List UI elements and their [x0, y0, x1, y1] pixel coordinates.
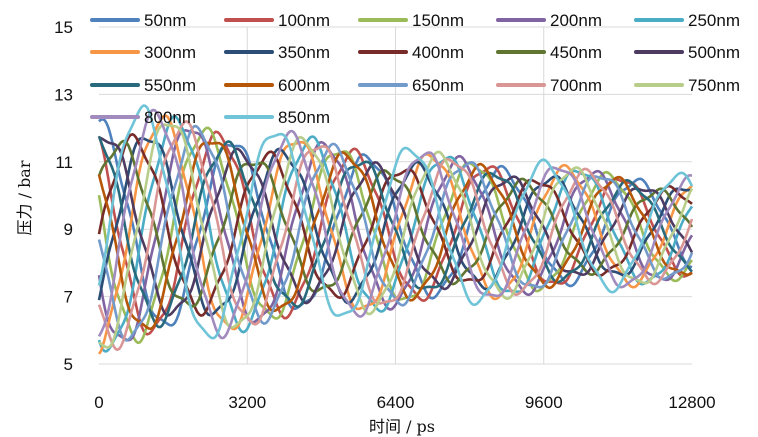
- y-tick-label: 7: [64, 288, 73, 307]
- series-line-850nm: [97, 104, 694, 340]
- series-line-750nm: [98, 123, 694, 349]
- legend-label: 800nm: [144, 108, 196, 127]
- series-line-300nm: [97, 114, 693, 355]
- legend-label: 200nm: [550, 11, 602, 30]
- y-tick-label: 15: [54, 18, 73, 37]
- series-line-500nm: [98, 136, 694, 317]
- y-tick-label: 5: [64, 355, 73, 374]
- y-tick-label: 11: [55, 153, 73, 172]
- series-line-800nm: [97, 108, 693, 340]
- legend: 50nm 100nm 150nm 200nm 250nm 300nm 350nm 400nm 4…: [90, 11, 740, 127]
- legend-label: 700nm: [550, 76, 602, 95]
- x-tick-label: 9600: [525, 393, 563, 412]
- series-line-450nm: [97, 139, 694, 308]
- legend-label: 850nm: [278, 108, 330, 127]
- x-axis-label: 时间 / ps: [369, 417, 435, 436]
- y-tick-label: 13: [54, 85, 73, 104]
- y-axis-label: 压力 / bar: [15, 160, 34, 235]
- x-tick-label: 0: [94, 393, 103, 412]
- series-line-700nm: [97, 120, 694, 352]
- x-tick-label: 6400: [377, 393, 415, 412]
- legend-label: 650nm: [412, 76, 464, 95]
- series-lines: [97, 104, 694, 355]
- y-tick-label: 9: [64, 220, 73, 239]
- x-tick-label: 12800: [668, 393, 715, 412]
- legend-label: 250nm: [688, 11, 740, 30]
- legend-label: 150nm: [412, 11, 464, 30]
- series-line-100nm: [97, 130, 693, 336]
- legend-label: 400nm: [412, 43, 464, 62]
- series-line-200nm: [97, 129, 694, 342]
- legend-label: 600nm: [278, 76, 330, 95]
- series-line-400nm: [97, 133, 693, 317]
- y-tick-labels: 5 7 9 11 13 15: [54, 18, 73, 374]
- series-line-250nm: [97, 115, 694, 353]
- x-tick-label: 3200: [228, 393, 266, 412]
- legend-label: 750nm: [688, 76, 740, 95]
- legend-label: 450nm: [550, 43, 602, 62]
- legend-label: 550nm: [144, 76, 196, 95]
- legend-label: 100nm: [278, 11, 330, 30]
- legend-label: 500nm: [688, 43, 740, 62]
- x-tick-labels: 0 3200 6400 9600 12800: [94, 393, 715, 412]
- legend-label: 350nm: [278, 43, 330, 62]
- legend-label: 300nm: [144, 43, 196, 62]
- legend-label: 50nm: [144, 11, 187, 30]
